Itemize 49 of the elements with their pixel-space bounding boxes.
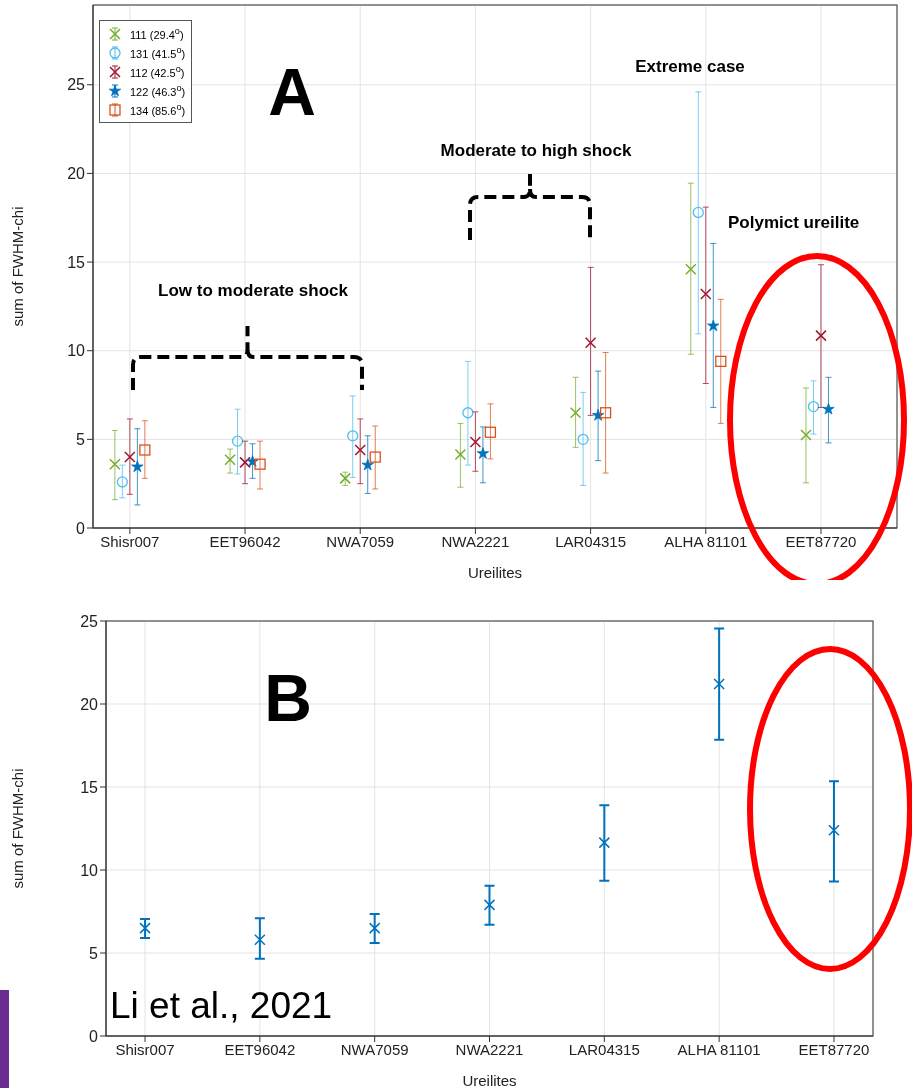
- annotation: A: [267, 55, 317, 129]
- y-tick-label: 5: [76, 431, 86, 449]
- point: [139, 922, 151, 934]
- x-tick-label: NWA7059: [340, 1040, 409, 1058]
- x-axis-title: Ureilites: [467, 564, 523, 581]
- annotation: Low to moderate shock: [157, 281, 349, 301]
- y-tick-label: 25: [80, 612, 99, 630]
- point: [368, 922, 381, 934]
- x-tick-label: EET87720: [785, 532, 857, 550]
- y-tick-label: 5: [89, 944, 99, 962]
- x-tick-label: ALHA 81101: [677, 1040, 761, 1058]
- x-tick-label: Shisr007: [100, 532, 160, 550]
- point: [713, 678, 725, 690]
- y-tick-label: 10: [67, 342, 86, 360]
- x-tick-label: LAR04315: [555, 532, 627, 550]
- annotation: Extreme case: [634, 57, 746, 77]
- y-tick-label: 25: [67, 76, 86, 94]
- y-tick-label: 20: [67, 165, 86, 183]
- legend-label: 122 (46.3$^{o}$): [130, 83, 186, 98]
- x-tick-label: NWA2221: [455, 1040, 524, 1058]
- y-tick-label: 0: [89, 1027, 99, 1045]
- point: [828, 824, 840, 836]
- y-tick-label: 0: [76, 519, 86, 537]
- x-tick-label: LAR04315: [568, 1040, 640, 1058]
- y-tick-label: 15: [67, 253, 86, 271]
- x-tick-label: EET96042: [209, 532, 281, 550]
- y-tick-label: 10: [80, 861, 99, 879]
- point: [598, 836, 611, 849]
- x-tick-label: EET96042: [224, 1040, 296, 1058]
- x-tick-label: NWA7059: [326, 532, 395, 550]
- y-tick-label: 15: [80, 778, 99, 796]
- annotation: Moderate to high shock: [439, 140, 633, 162]
- x-tick-label: EET87720: [798, 1040, 870, 1058]
- legend-label: 134 (85.6$^{o}$): [130, 102, 186, 117]
- legend-label: 112 (42.5$^{o}$): [130, 64, 185, 79]
- x-tick-label: Shisr007: [115, 1040, 175, 1058]
- x-tick-label: ALHA 81101: [664, 532, 748, 550]
- legend-label: 131 (41.5$^{o}$): [130, 45, 186, 60]
- annotation: Polymict ureilite: [728, 213, 861, 233]
- annotation: B: [263, 661, 313, 735]
- y-axis-title: sum of FWHM-chi: [9, 206, 27, 327]
- x-axis-title: Ureilites: [462, 1072, 517, 1088]
- point: [483, 899, 496, 911]
- legend-label: 111 (29.4$^{o}$): [130, 26, 184, 41]
- y-axis-title: sum of FWHM-chi: [9, 768, 27, 889]
- point: [254, 933, 266, 946]
- y-tick-label: 20: [80, 695, 99, 713]
- annotation: Li et al., 2021: [110, 985, 334, 1027]
- x-tick-label: NWA2221: [441, 532, 510, 550]
